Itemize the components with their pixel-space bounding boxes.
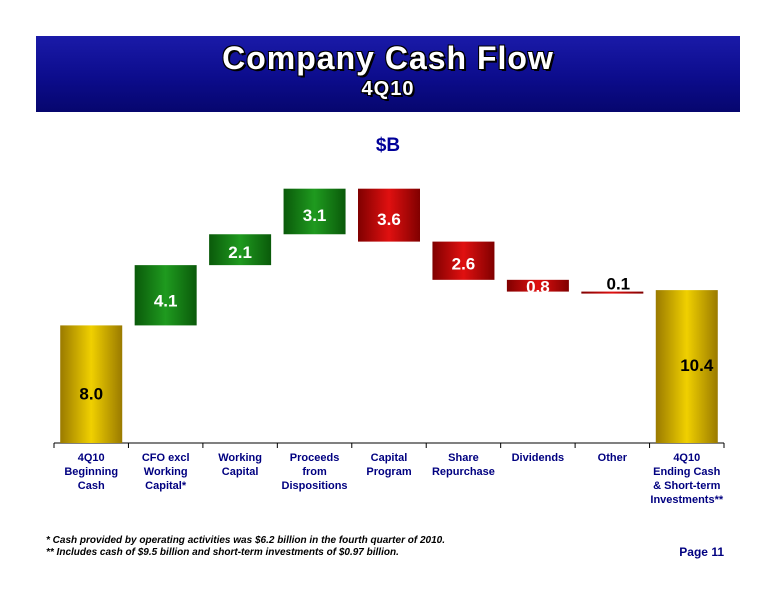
bar-5 xyxy=(432,241,495,280)
bar-1 xyxy=(134,265,197,326)
bar-2 xyxy=(209,234,272,266)
category-label-7: Other xyxy=(598,452,628,464)
bar-0 xyxy=(60,325,123,443)
category-label-4: Capital Program xyxy=(366,452,411,478)
bar-4 xyxy=(358,188,420,242)
bar-8 xyxy=(655,290,718,443)
data-label-0: 8.0 xyxy=(79,384,103,403)
bar-3 xyxy=(283,188,346,235)
data-label-7: 0.1 xyxy=(607,275,631,294)
category-label-0: 4Q10 Beginning Cash xyxy=(64,452,118,492)
title-banner: Company Cash Flow 4Q10 xyxy=(36,36,740,112)
data-label-6: 0.8 xyxy=(526,278,550,297)
unit-label: $B xyxy=(375,135,401,156)
category-label-5: Share Repurchase xyxy=(432,452,495,478)
data-label-3: 3.1 xyxy=(303,206,327,225)
data-label-8: 10.4 xyxy=(680,356,714,375)
category-label-2: Working Capital xyxy=(218,452,262,478)
bar-6 xyxy=(506,279,569,292)
page-title: Company Cash Flow xyxy=(222,40,554,76)
data-label-1: 4.1 xyxy=(154,291,178,310)
footnote-cfo: * Cash provided by operating activities … xyxy=(46,535,445,546)
page-number: Page 11 xyxy=(679,545,724,559)
category-label-1: CFO excl Working Capital* xyxy=(142,452,190,492)
data-label-4: 3.6 xyxy=(377,210,401,229)
category-label-6: Dividends xyxy=(512,452,565,464)
category-label-3: Proceeds from Dispositions xyxy=(282,452,348,492)
data-label-5: 2.6 xyxy=(452,255,476,274)
data-label-2: 2.1 xyxy=(228,243,252,262)
category-label-8: 4Q10 Ending Cash & Short-term Investments** xyxy=(650,452,723,506)
footnote-cash: ** Includes cash of $9.5 billion and sho… xyxy=(46,547,399,558)
page-subtitle: 4Q10 xyxy=(361,78,415,100)
bar-7 xyxy=(581,291,644,294)
